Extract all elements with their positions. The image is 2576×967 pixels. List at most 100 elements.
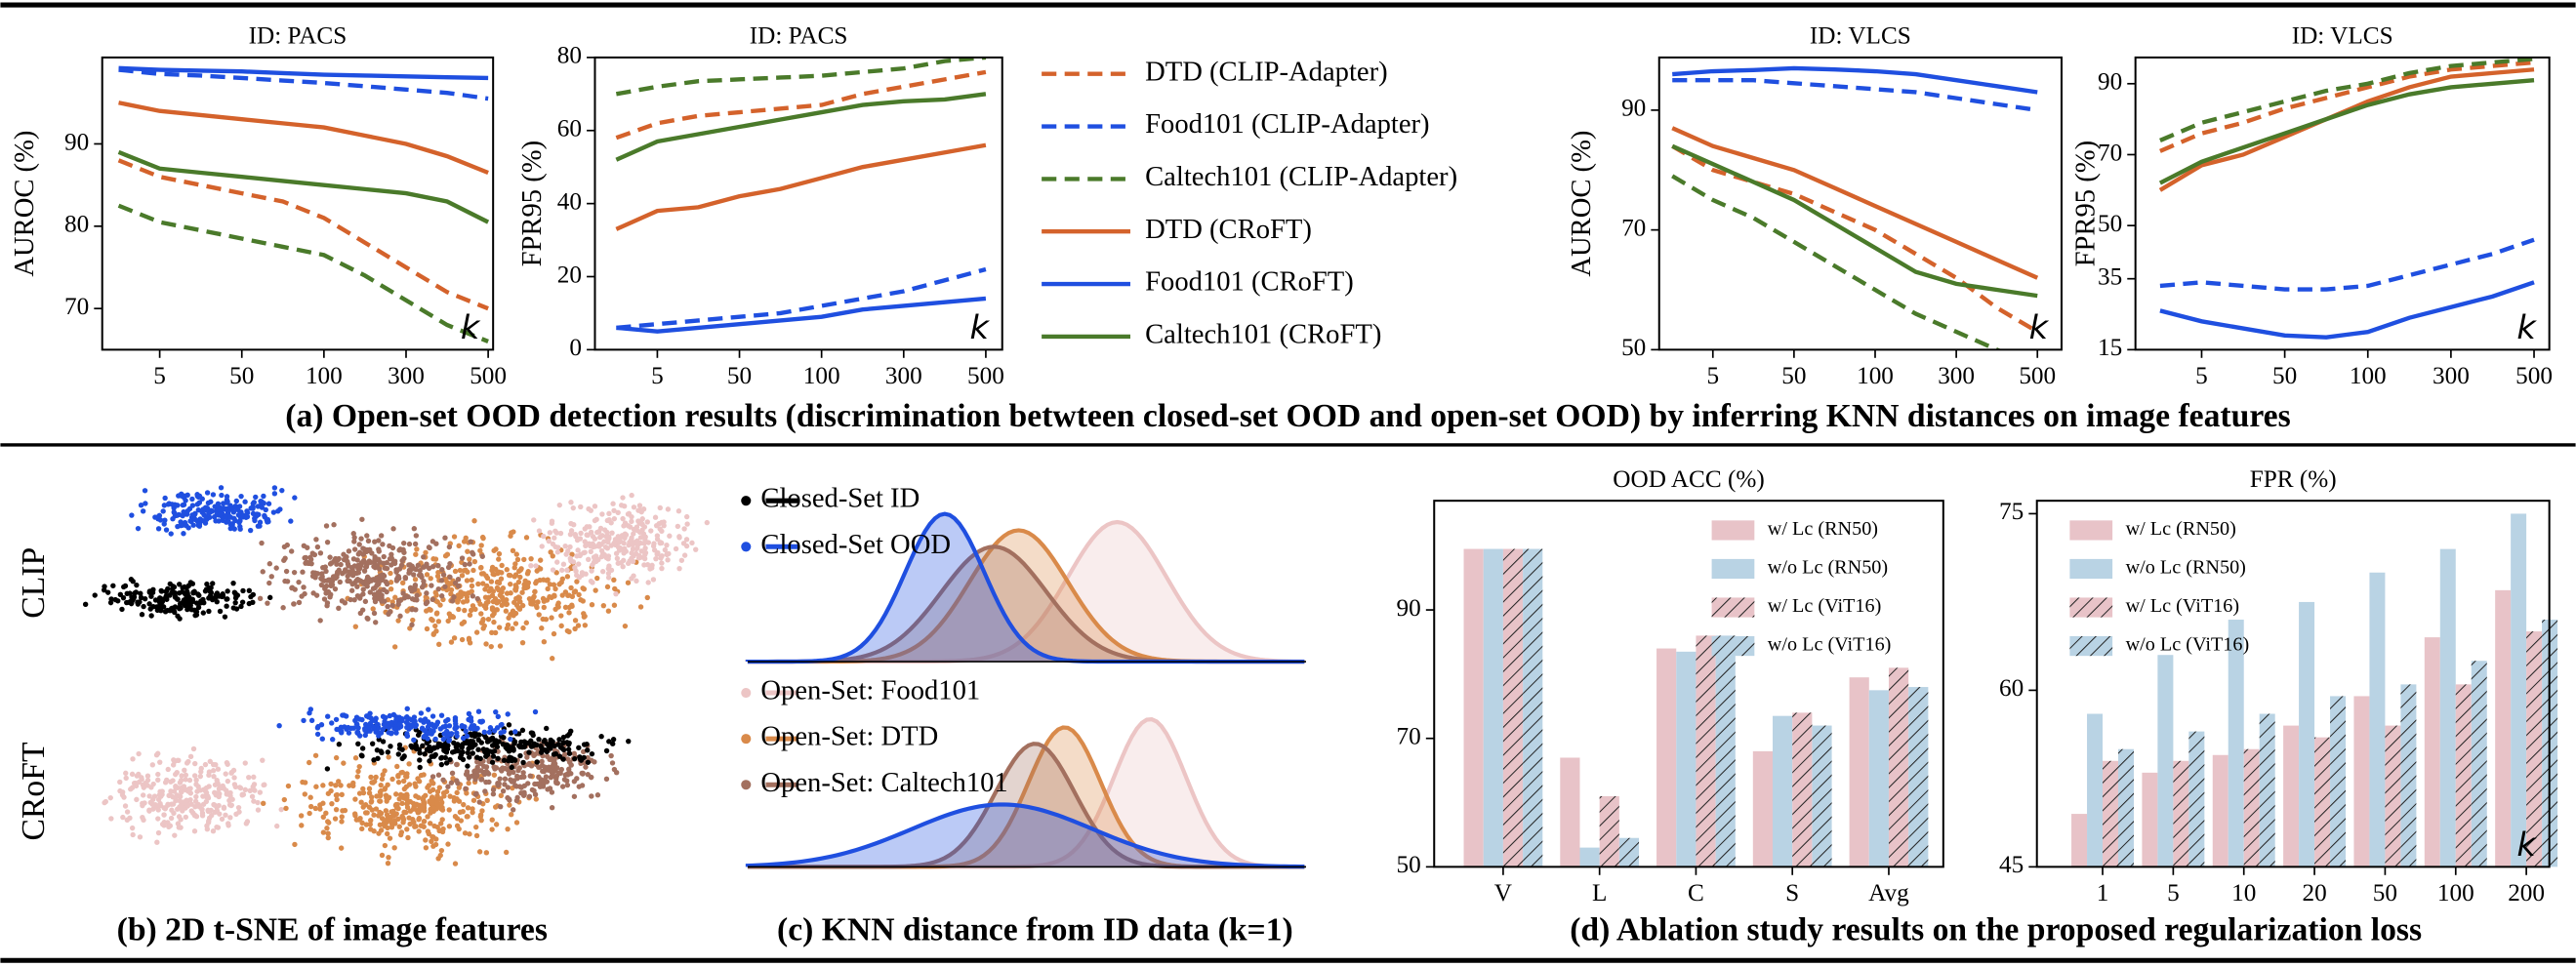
tsne-point	[512, 583, 518, 588]
tsne-point	[495, 713, 501, 720]
tsne-point	[347, 783, 352, 788]
tsne-point	[605, 570, 612, 577]
tsne-point	[429, 794, 435, 800]
tsne-point	[523, 584, 529, 590]
tsne-point	[373, 620, 379, 625]
tsne-point	[444, 580, 451, 585]
tsne-point	[332, 555, 339, 562]
tsne-point	[345, 558, 350, 565]
tsne-point	[689, 540, 695, 546]
tsne-point	[496, 556, 502, 562]
tsne-point	[491, 748, 498, 754]
tsne-point	[196, 500, 203, 505]
tsne-point	[372, 539, 378, 544]
tsne-point	[464, 598, 470, 604]
bar	[1579, 847, 1600, 867]
tsne-point	[550, 553, 555, 559]
tsne-point	[446, 807, 452, 813]
bar-hatch	[2385, 725, 2401, 867]
line-series	[1671, 143, 2038, 299]
tsne-point	[378, 748, 384, 754]
tsne-point	[437, 852, 443, 859]
tsne-point	[434, 788, 441, 795]
tsne-point	[422, 751, 428, 757]
tsne-point	[395, 601, 401, 608]
tsne-point	[469, 732, 474, 739]
tsne-point	[217, 511, 224, 517]
caption-a: (a) Open-set OOD detection results (disc…	[285, 398, 2290, 434]
tsne-point	[165, 802, 171, 808]
tsne-point	[416, 817, 422, 823]
tsne-point	[491, 619, 497, 625]
tsne-point	[427, 758, 432, 764]
tsne-point	[435, 619, 442, 625]
tsne-point	[368, 774, 374, 781]
tsne-point	[450, 614, 457, 621]
tsne-point	[547, 786, 553, 791]
tsne-point	[171, 757, 177, 763]
tsne-point	[223, 513, 228, 520]
tsne-point	[182, 584, 187, 590]
tsne-point	[545, 753, 551, 759]
tsne-point	[513, 595, 519, 602]
tsne-point	[232, 590, 238, 596]
bar-hatch	[1502, 548, 1524, 867]
tsne-point	[168, 779, 174, 785]
tsne-point	[285, 783, 292, 789]
tsne-point	[219, 592, 225, 598]
tsne-point	[605, 575, 612, 581]
tsne-point	[182, 602, 188, 609]
tsne-point	[599, 568, 606, 575]
tsne-point	[536, 736, 542, 743]
tsne-point	[218, 485, 225, 491]
tsne-point	[322, 585, 328, 592]
tsne-point	[498, 730, 504, 736]
line-series	[118, 65, 489, 81]
line-series	[615, 69, 987, 141]
tsne-point	[263, 506, 268, 513]
tsne-point	[391, 644, 398, 650]
tsne-point	[454, 789, 460, 796]
tsne-point	[504, 745, 511, 752]
x-tick-label: V	[1494, 880, 1512, 907]
tsne-point	[239, 599, 246, 605]
kde-area	[747, 546, 1307, 663]
tsne-point	[336, 742, 343, 747]
tsne-point	[562, 589, 569, 595]
tsne-point	[299, 823, 305, 828]
tsne-point	[401, 809, 407, 816]
tsne-point	[224, 603, 229, 609]
tsne-point	[296, 579, 302, 585]
tsne-point	[222, 614, 228, 620]
tsne-point	[512, 621, 519, 626]
x-tick-label: S	[1785, 880, 1799, 907]
tsne-point	[399, 800, 405, 807]
tsne-point	[563, 778, 570, 784]
tsne-point	[449, 770, 456, 777]
tsne-point	[138, 590, 143, 596]
tsne-point	[438, 847, 445, 854]
tsne-point	[473, 832, 480, 839]
line-series	[2158, 77, 2535, 185]
tsne-point	[163, 588, 169, 595]
tsne-point	[331, 522, 337, 528]
tsne-point	[155, 777, 161, 784]
line-series	[615, 142, 987, 231]
tsne-point	[350, 556, 357, 562]
tsne-point	[139, 775, 144, 781]
tsne-point	[457, 567, 464, 574]
annotation: k	[969, 309, 990, 347]
tsne-point	[148, 613, 154, 619]
x-tick-label: 50	[727, 363, 752, 389]
tsne-point	[219, 816, 225, 823]
tsne-point	[130, 579, 136, 584]
legend-label: w/ Lc (RN50)	[1768, 518, 1878, 540]
tsne-point	[187, 518, 193, 524]
tsne-point	[276, 723, 282, 729]
tsne-point	[547, 530, 553, 536]
tsne-point	[589, 601, 595, 608]
tsne-point	[165, 766, 171, 773]
tsne-point	[307, 810, 312, 817]
tsne-point	[224, 759, 230, 766]
tsne-point	[581, 742, 588, 747]
